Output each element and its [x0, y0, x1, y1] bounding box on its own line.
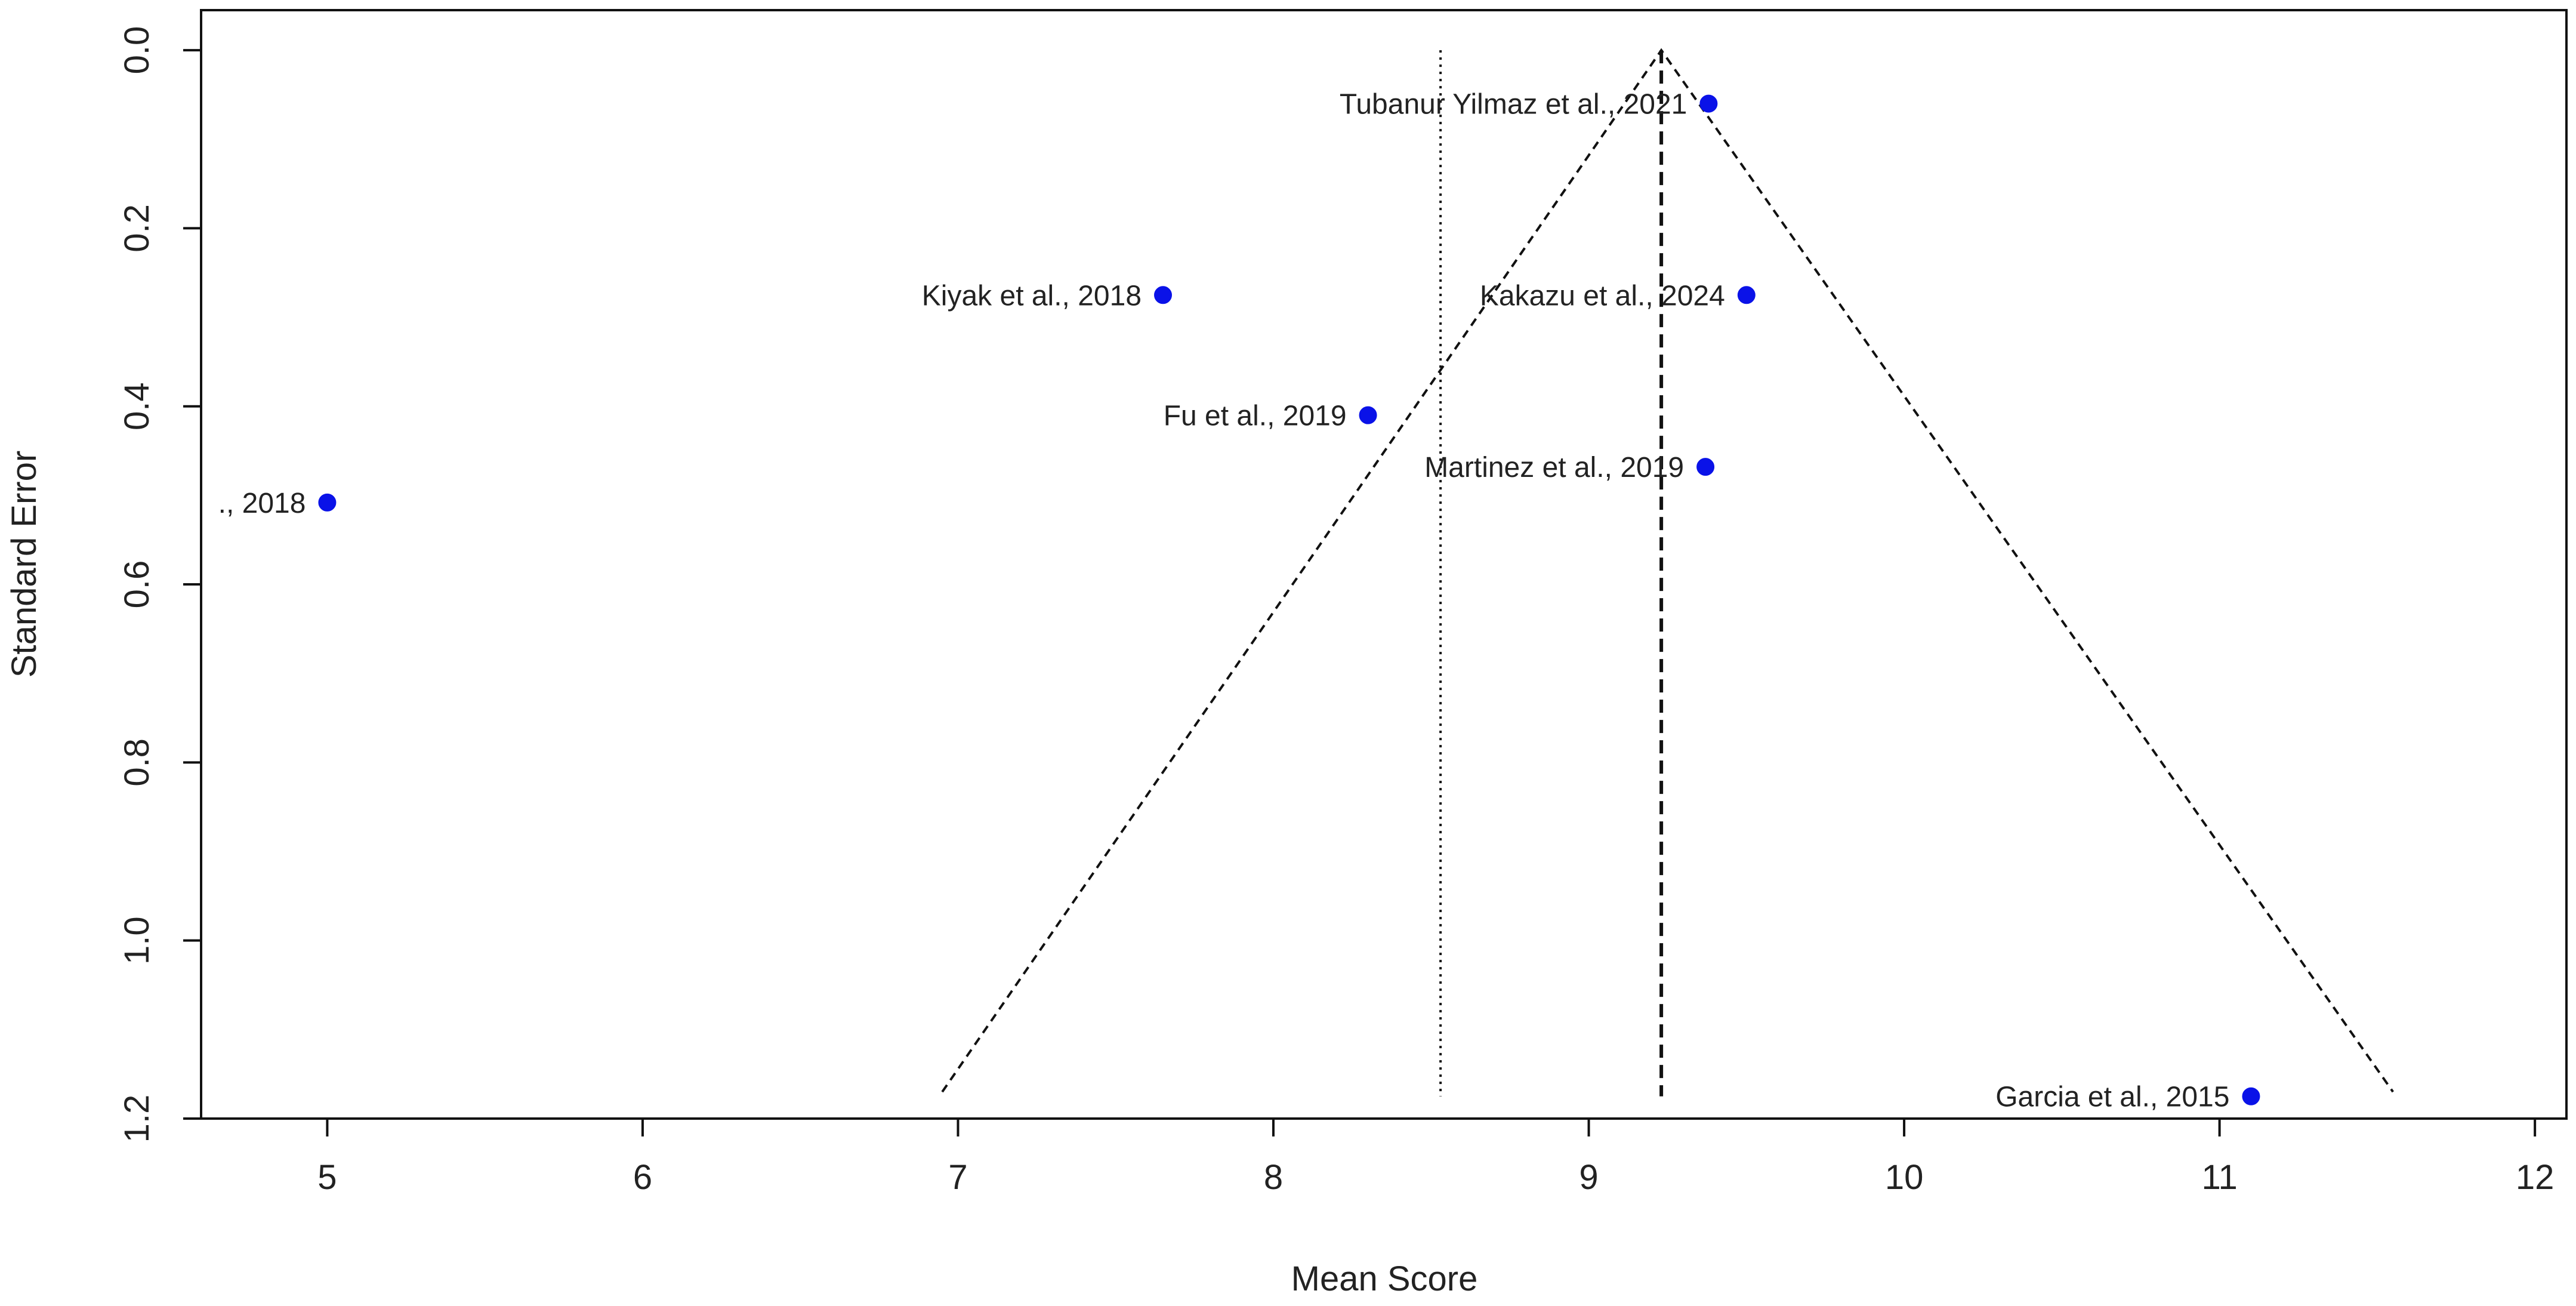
- point-label: Fu et al., 2019: [1164, 401, 1347, 432]
- x-tick-label: 12: [2516, 1158, 2555, 1197]
- funnel-lines: [941, 48, 2394, 1096]
- y-tick-label: 1.2: [118, 1095, 156, 1143]
- y-axis-title: Standard Error: [5, 451, 44, 677]
- x-axis: 5 6 7 8 9 10 11 12: [317, 1119, 2554, 1197]
- point-label: Kiyak et al., 2018: [922, 280, 1142, 312]
- plot-frame: [200, 9, 2568, 1120]
- y-tick-label: 0.4: [118, 382, 156, 430]
- x-tick-label: 7: [948, 1158, 967, 1197]
- point-label: Garcia et al., 2015: [1995, 1082, 2229, 1113]
- y-tick-label: 0.8: [118, 738, 156, 787]
- data-point: [1696, 458, 1715, 476]
- data-point: [1154, 286, 1173, 304]
- data-point: [1699, 94, 1718, 113]
- point-label: Martinez et al., 2019: [1424, 452, 1684, 483]
- x-tick-label: 9: [1579, 1158, 1598, 1197]
- point-label: ., 2018: [218, 488, 306, 519]
- y-axis: 0.0 0.2 0.4 0.6 0.8 1.0 1.2: [118, 26, 201, 1143]
- data-point: [1737, 286, 1756, 304]
- x-tick-label: 11: [2202, 1158, 2238, 1197]
- data-points: Tubanur Yilmaz et al., 2021 Kiyak et al.,…: [218, 89, 2260, 1113]
- y-tick-label: 0.6: [118, 560, 156, 609]
- x-tick-label: 6: [633, 1158, 652, 1197]
- data-point: [1359, 406, 1377, 424]
- x-tick-label: 5: [317, 1158, 337, 1197]
- data-point: [318, 493, 337, 512]
- point-label: Kakazu et al., 2024: [1480, 280, 1725, 312]
- y-tick-label: 0.2: [118, 204, 156, 252]
- x-axis-title: Mean Score: [1291, 1259, 1478, 1298]
- data-point: [2242, 1087, 2260, 1105]
- y-tick-label: 1.0: [118, 916, 156, 965]
- y-tick-label: 0.0: [118, 26, 156, 75]
- x-tick-label: 10: [1885, 1158, 1924, 1197]
- point-label: Tubanur Yilmaz et al., 2021: [1340, 89, 1687, 121]
- x-tick-label: 8: [1264, 1158, 1283, 1197]
